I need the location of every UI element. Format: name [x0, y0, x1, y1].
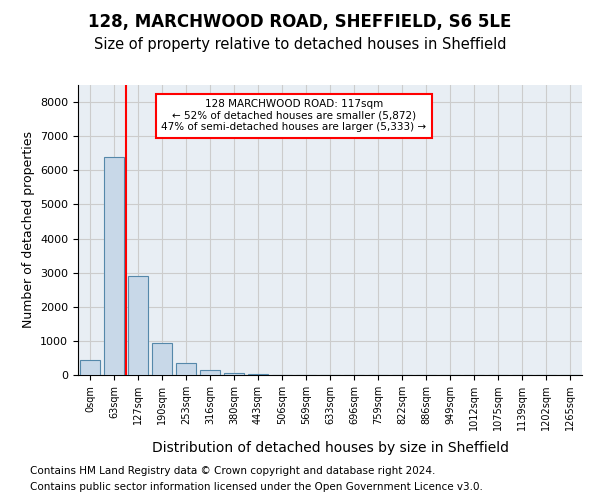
Text: Contains HM Land Registry data © Crown copyright and database right 2024.: Contains HM Land Registry data © Crown c…	[30, 466, 436, 476]
Text: 128 MARCHWOOD ROAD: 117sqm
← 52% of detached houses are smaller (5,872)
47% of s: 128 MARCHWOOD ROAD: 117sqm ← 52% of deta…	[161, 99, 427, 132]
Bar	[104, 156, 124, 375]
Bar	[248, 374, 268, 375]
Text: 128, MARCHWOOD ROAD, SHEFFIELD, S6 5LE: 128, MARCHWOOD ROAD, SHEFFIELD, S6 5LE	[88, 12, 512, 30]
Y-axis label: Number of detached properties: Number of detached properties	[22, 132, 35, 328]
X-axis label: Distribution of detached houses by size in Sheffield: Distribution of detached houses by size …	[151, 442, 509, 456]
Text: Contains public sector information licensed under the Open Government Licence v3: Contains public sector information licen…	[30, 482, 483, 492]
Text: Size of property relative to detached houses in Sheffield: Size of property relative to detached ho…	[94, 38, 506, 52]
Bar	[200, 370, 220, 375]
Bar	[80, 360, 100, 375]
Bar	[152, 342, 172, 375]
Bar	[224, 372, 244, 375]
Bar	[128, 276, 148, 375]
Bar	[176, 363, 196, 375]
